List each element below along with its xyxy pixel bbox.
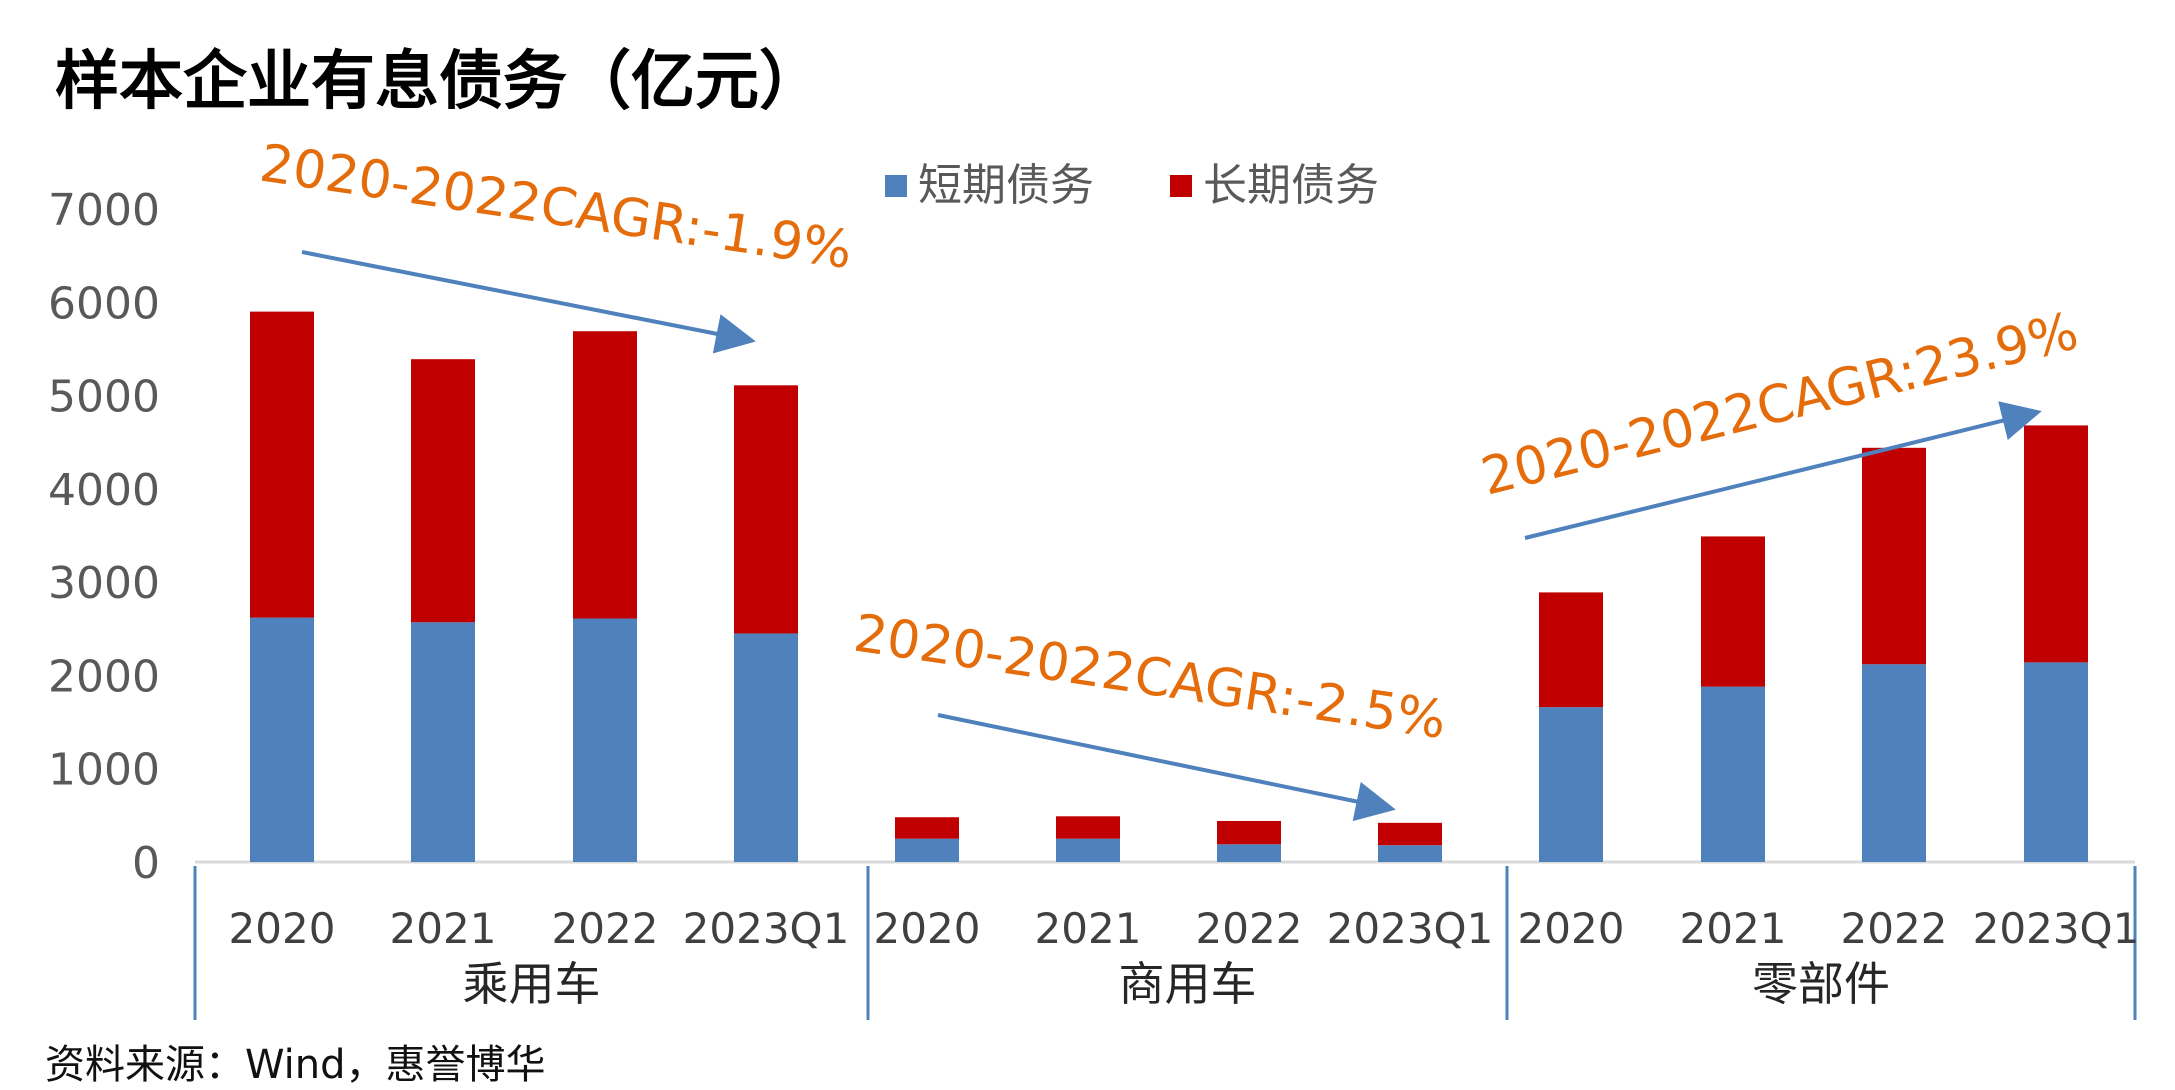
bar-short-term bbox=[1378, 845, 1442, 862]
bar-short-term bbox=[1701, 686, 1765, 862]
bar-short-term bbox=[1862, 664, 1926, 862]
x-tick-label: 2023Q1 bbox=[1973, 904, 2140, 953]
x-tick-label: 2021 bbox=[390, 904, 497, 953]
y-tick-label: 6000 bbox=[48, 278, 160, 329]
bar-short-term bbox=[895, 838, 959, 862]
chart-title: 样本企业有息债务（亿元） bbox=[55, 45, 823, 119]
x-tick-label: 2021 bbox=[1680, 904, 1787, 953]
y-tick-label: 5000 bbox=[48, 372, 160, 423]
y-tick-label: 3000 bbox=[48, 558, 160, 609]
bar-long-term bbox=[1056, 816, 1120, 839]
x-tick-label: 2020 bbox=[1518, 904, 1625, 953]
bar-long-term bbox=[1378, 822, 1442, 846]
group-label: 商用车 bbox=[1119, 957, 1257, 1011]
bar-short-term bbox=[573, 618, 637, 862]
bar-short-term bbox=[250, 617, 314, 862]
y-tick-label: 7000 bbox=[48, 185, 160, 236]
bar-long-term bbox=[573, 331, 637, 619]
source-note: 资料来源：Wind，惠誉博华 bbox=[45, 1042, 546, 1088]
bar-long-term bbox=[1701, 536, 1765, 687]
x-tick-label: 2022 bbox=[1841, 904, 1948, 953]
bar-long-term bbox=[1217, 820, 1281, 845]
trend-arrow bbox=[937, 713, 1396, 822]
bar-short-term bbox=[411, 622, 475, 862]
bar-long-term bbox=[411, 359, 475, 623]
y-tick-label: 4000 bbox=[48, 465, 160, 516]
x-tick-label: 2022 bbox=[552, 904, 659, 953]
bar-short-term bbox=[1539, 707, 1603, 862]
y-tick-label: 2000 bbox=[48, 651, 160, 702]
bar-short-term bbox=[1217, 844, 1281, 862]
x-tick-label: 2020 bbox=[229, 904, 336, 953]
x-tick-label: 2020 bbox=[874, 904, 981, 953]
y-tick-label: 1000 bbox=[48, 745, 160, 796]
trend-arrow bbox=[301, 250, 756, 354]
x-tick-label: 2023Q1 bbox=[683, 904, 850, 953]
bar-short-term bbox=[1056, 838, 1120, 862]
x-tick-label: 2021 bbox=[1035, 904, 1142, 953]
bar-long-term bbox=[895, 817, 959, 839]
cagr-annotation: 2020-2022CAGR:-2.5% bbox=[850, 604, 1450, 752]
bar-long-term bbox=[734, 385, 798, 634]
bar-long-term bbox=[2024, 425, 2088, 663]
bar-short-term bbox=[734, 633, 798, 862]
group-label: 乘用车 bbox=[463, 957, 601, 1011]
bar-long-term bbox=[250, 311, 314, 618]
bar-long-term bbox=[1539, 592, 1603, 708]
legend-label-short: 短期债务 bbox=[918, 160, 1094, 211]
group-label: 零部件 bbox=[1752, 957, 1890, 1011]
bar-short-term bbox=[2024, 662, 2088, 862]
trend-arrow bbox=[1524, 401, 2042, 540]
legend-swatch-short bbox=[885, 175, 907, 197]
x-tick-label: 2023Q1 bbox=[1327, 904, 1494, 953]
legend-label-long: 长期债务 bbox=[1203, 160, 1379, 211]
legend-swatch-long bbox=[1170, 175, 1192, 197]
y-tick-label: 0 bbox=[132, 838, 160, 889]
bar-long-term bbox=[1862, 447, 1926, 665]
x-tick-label: 2022 bbox=[1196, 904, 1303, 953]
